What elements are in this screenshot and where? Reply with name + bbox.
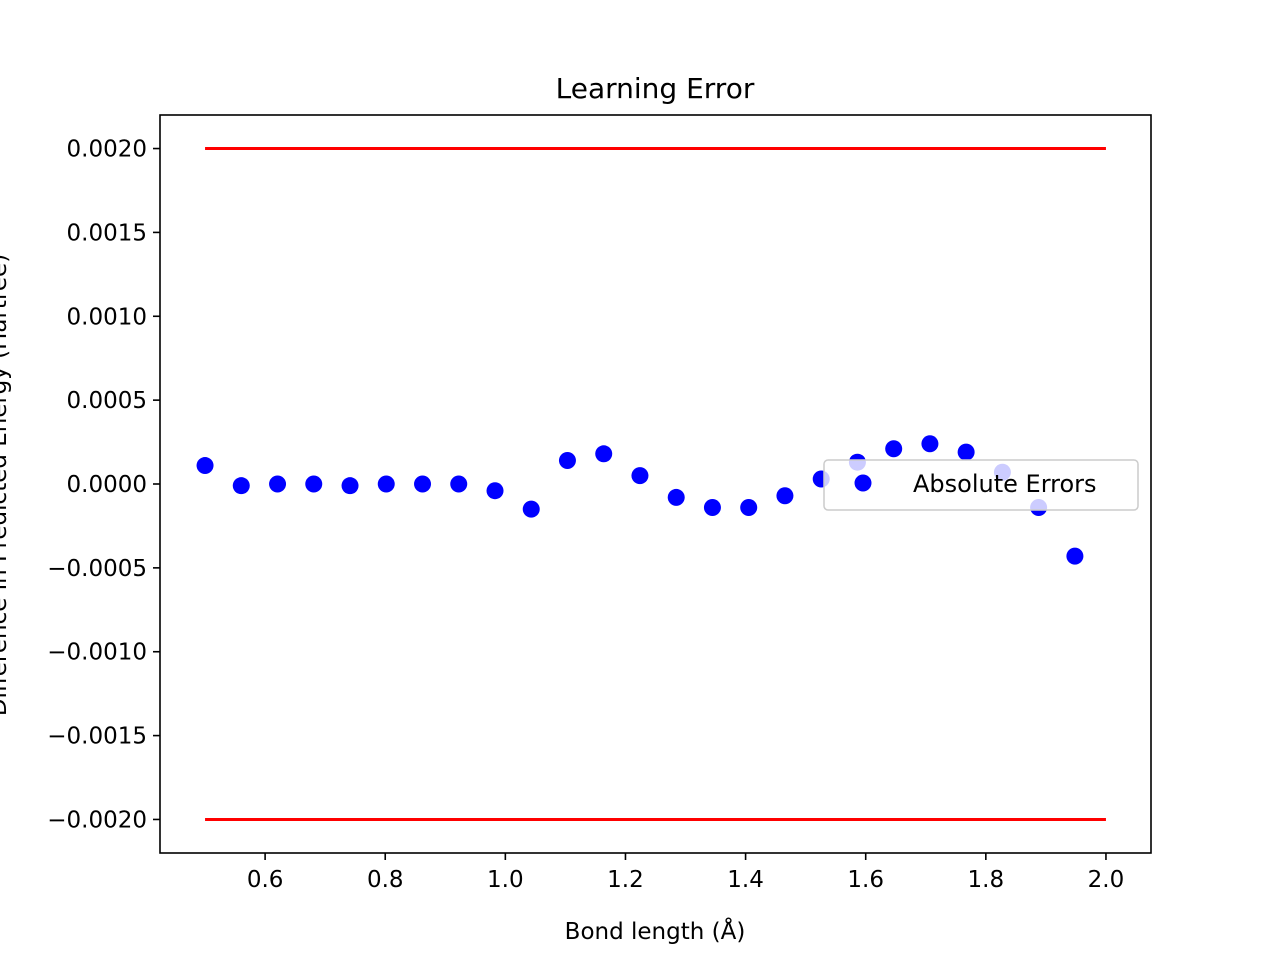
data-point xyxy=(341,477,359,495)
data-point xyxy=(921,435,939,453)
chart-title: Learning Error xyxy=(556,72,755,105)
y-tick-label: 0.0010 xyxy=(67,304,147,330)
y-tick-label: 0.0000 xyxy=(67,472,147,498)
y-tick-label: 0.0015 xyxy=(67,220,147,246)
x-tick-label: 1.6 xyxy=(847,867,884,893)
data-point xyxy=(595,445,613,463)
legend-box xyxy=(823,459,1139,511)
data-point xyxy=(232,477,250,495)
data-point xyxy=(414,475,432,493)
y-tick-label: −0.0005 xyxy=(47,556,147,582)
data-point xyxy=(305,475,323,493)
y-tick-label: −0.0020 xyxy=(47,807,147,833)
y-axis: 0.0020 0.0015 0.0010 0.0005 0.0000 −0.0005 −0.… xyxy=(47,137,160,833)
data-point xyxy=(957,443,975,461)
data-point xyxy=(703,498,721,516)
data-point xyxy=(377,475,395,493)
data-point xyxy=(776,487,794,505)
x-tick-label: 1.0 xyxy=(487,867,524,893)
y-tick-label: −0.0015 xyxy=(47,724,147,750)
x-axis: 0.6 0.8 1.0 1.2 1.4 1.6 1.8 2.0 xyxy=(247,853,1124,893)
y-tick-label: 0.0020 xyxy=(67,137,147,163)
x-tick-label: 0.6 xyxy=(247,867,284,893)
y-tick-label: 0.0005 xyxy=(67,388,147,414)
y-tick-label: −0.0010 xyxy=(47,640,147,666)
data-point xyxy=(196,457,214,475)
legend-marker xyxy=(854,474,872,492)
data-point xyxy=(558,452,576,470)
data-point xyxy=(885,440,903,458)
x-tick-label: 2.0 xyxy=(1088,867,1125,893)
x-tick-label: 1.4 xyxy=(727,867,764,893)
data-point xyxy=(269,475,287,493)
data-point xyxy=(631,467,649,485)
y-axis-label: Difference in Predicted Energy (Hartree) xyxy=(0,254,12,716)
x-tick-label: 1.8 xyxy=(968,867,1005,893)
x-tick-label: 0.8 xyxy=(367,867,404,893)
data-point xyxy=(667,488,685,506)
data-point xyxy=(450,475,468,493)
legend: Absolute Errors xyxy=(823,459,1139,511)
x-tick-label: 1.2 xyxy=(607,867,644,893)
data-point xyxy=(1066,547,1084,565)
threshold-lines xyxy=(205,147,1106,821)
x-axis-label: Bond length (Å) xyxy=(565,917,746,945)
legend-label: Absolute Errors xyxy=(913,470,1097,498)
data-point xyxy=(486,482,504,500)
data-point xyxy=(740,498,758,516)
data-point xyxy=(522,500,540,518)
